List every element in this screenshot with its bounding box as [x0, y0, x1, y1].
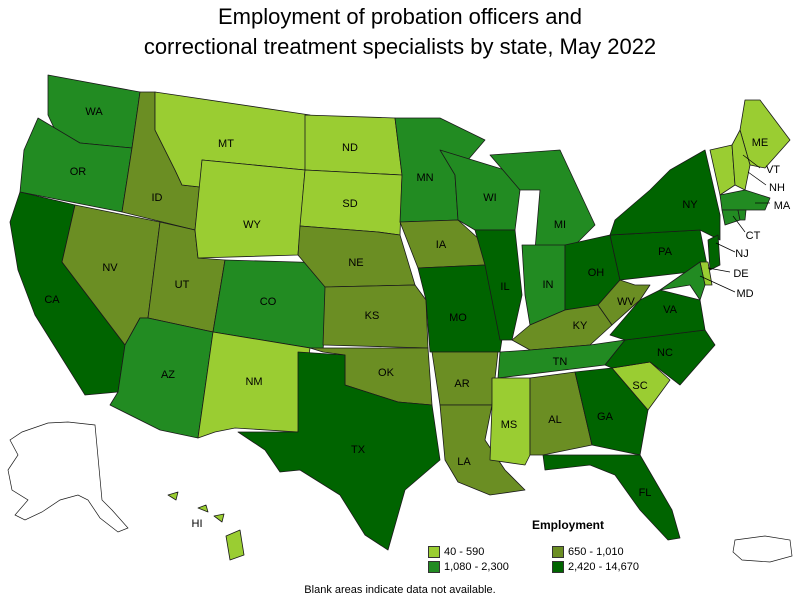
state-label-tn: TN: [553, 356, 568, 368]
label-leader-lines: [699, 154, 770, 293]
states-layer: [9, 74, 791, 561]
state-label-mn: MN: [416, 172, 433, 184]
state-label-ut: UT: [175, 279, 190, 291]
title-line-1: Employment of probation officers and: [217, 4, 583, 29]
state-label-wy: WY: [243, 219, 261, 231]
state-hi: [167, 491, 245, 561]
state-label-md: MD: [736, 288, 753, 300]
state-nh: [731, 129, 751, 191]
legend-label-1: 40 - 590: [444, 546, 485, 558]
leader-md: [699, 275, 736, 293]
state-label-de: DE: [733, 268, 748, 280]
state-ct: [721, 209, 741, 226]
state-label-fl: FL: [639, 487, 652, 499]
state-label-tx: TX: [351, 444, 366, 456]
state-label-va: VA: [663, 304, 678, 316]
state-label-ok: OK: [378, 367, 395, 379]
state-label-ar: AR: [454, 378, 469, 390]
state-label-az: AZ: [161, 369, 175, 381]
state-label-pa: PA: [658, 246, 673, 258]
state-label-wi: WI: [483, 192, 496, 204]
state-label-il: IL: [500, 281, 509, 293]
state-label-ia: IA: [436, 239, 447, 251]
leader-de: [707, 267, 731, 273]
state-label-ks: KS: [365, 310, 380, 322]
state-labels-layer: WA OR CA ID NV UT AZ MT WY CO NM ND SD NE KS OK TX MN IA MO…: [44, 106, 791, 530]
legend-item-3: 1,080 - 2,300: [428, 561, 552, 573]
state-label-ga: GA: [597, 411, 614, 423]
state-label-mo: MO: [449, 312, 467, 324]
state-label-oh: OH: [588, 267, 605, 279]
legend-items: 40 - 590 650 - 1,010 1,080 - 2,300 2,420…: [428, 546, 678, 573]
state-label-hi: HI: [192, 518, 203, 530]
state-fl: [542, 454, 681, 541]
state-label-ct: CT: [746, 230, 761, 242]
legend: Employment 40 - 590 650 - 1,010 1,080 - …: [428, 518, 678, 573]
state-label-nm: NM: [245, 376, 262, 388]
state-label-in: IN: [543, 279, 554, 291]
state-label-sd: SD: [342, 198, 357, 210]
leader-ct: [732, 215, 746, 233]
legend-swatch-1: [428, 546, 440, 558]
state-wy: [194, 159, 306, 259]
state-label-wv: WV: [617, 296, 635, 308]
state-label-id: ID: [152, 192, 163, 204]
state-ma: [719, 189, 771, 211]
legend-swatch-3: [428, 561, 440, 573]
state-label-mt: MT: [218, 138, 234, 150]
state-label-co: CO: [260, 296, 277, 308]
state-ny: [609, 149, 721, 241]
state-al: [529, 371, 593, 456]
state-label-ny: NY: [682, 199, 698, 211]
state-label-nd: ND: [342, 142, 358, 154]
state-label-or: OR: [70, 166, 87, 178]
state-label-nj: NJ: [735, 248, 748, 260]
state-label-me: ME: [752, 137, 769, 149]
state-label-la: LA: [457, 456, 471, 468]
data-note: Blank areas indicate data not available.: [304, 584, 496, 596]
state-tx: [237, 351, 441, 551]
legend-label-3: 1,080 - 2,300: [444, 561, 509, 573]
state-la: [439, 404, 526, 496]
state-label-nc: NC: [657, 347, 673, 359]
map-title: Employment of probation officers and cor…: [0, 2, 800, 62]
state-ga: [574, 367, 649, 456]
state-label-ky: KY: [573, 320, 588, 332]
legend-item-2: 650 - 1,010: [552, 546, 676, 558]
state-ri: [737, 209, 747, 221]
legend-item-4: 2,420 - 14,670: [552, 561, 676, 573]
state-label-al: AL: [548, 414, 561, 426]
puerto-rico-shape: [732, 535, 793, 563]
state-label-ms: MS: [501, 419, 518, 431]
legend-item-1: 40 - 590: [428, 546, 552, 558]
legend-label-4: 2,420 - 14,670: [568, 561, 639, 573]
state-label-vt: VT: [766, 164, 780, 176]
state-nj: [707, 234, 721, 271]
state-label-sc: SC: [632, 380, 647, 392]
state-label-ne: NE: [348, 257, 363, 269]
state-label-mi: MI: [554, 219, 566, 231]
state-label-nh: NH: [769, 182, 785, 194]
state-md: [659, 261, 706, 301]
leader-vt: [742, 154, 761, 169]
state-ky: [511, 304, 613, 351]
legend-swatch-4: [552, 561, 564, 573]
alaska-shape: [7, 421, 129, 533]
leader-nh: [747, 171, 767, 186]
legend-swatch-2: [552, 546, 564, 558]
state-label-wa: WA: [85, 106, 103, 118]
state-label-ca: CA: [44, 294, 60, 306]
title-line-2: correctional treatment specialists by st…: [143, 34, 657, 59]
leader-nj: [715, 242, 736, 253]
legend-label-2: 650 - 1,010: [568, 546, 624, 558]
state-label-ma: MA: [774, 200, 791, 212]
legend-title: Employment: [531, 518, 604, 532]
state-label-nv: NV: [102, 262, 118, 274]
state-ks: [322, 284, 429, 349]
